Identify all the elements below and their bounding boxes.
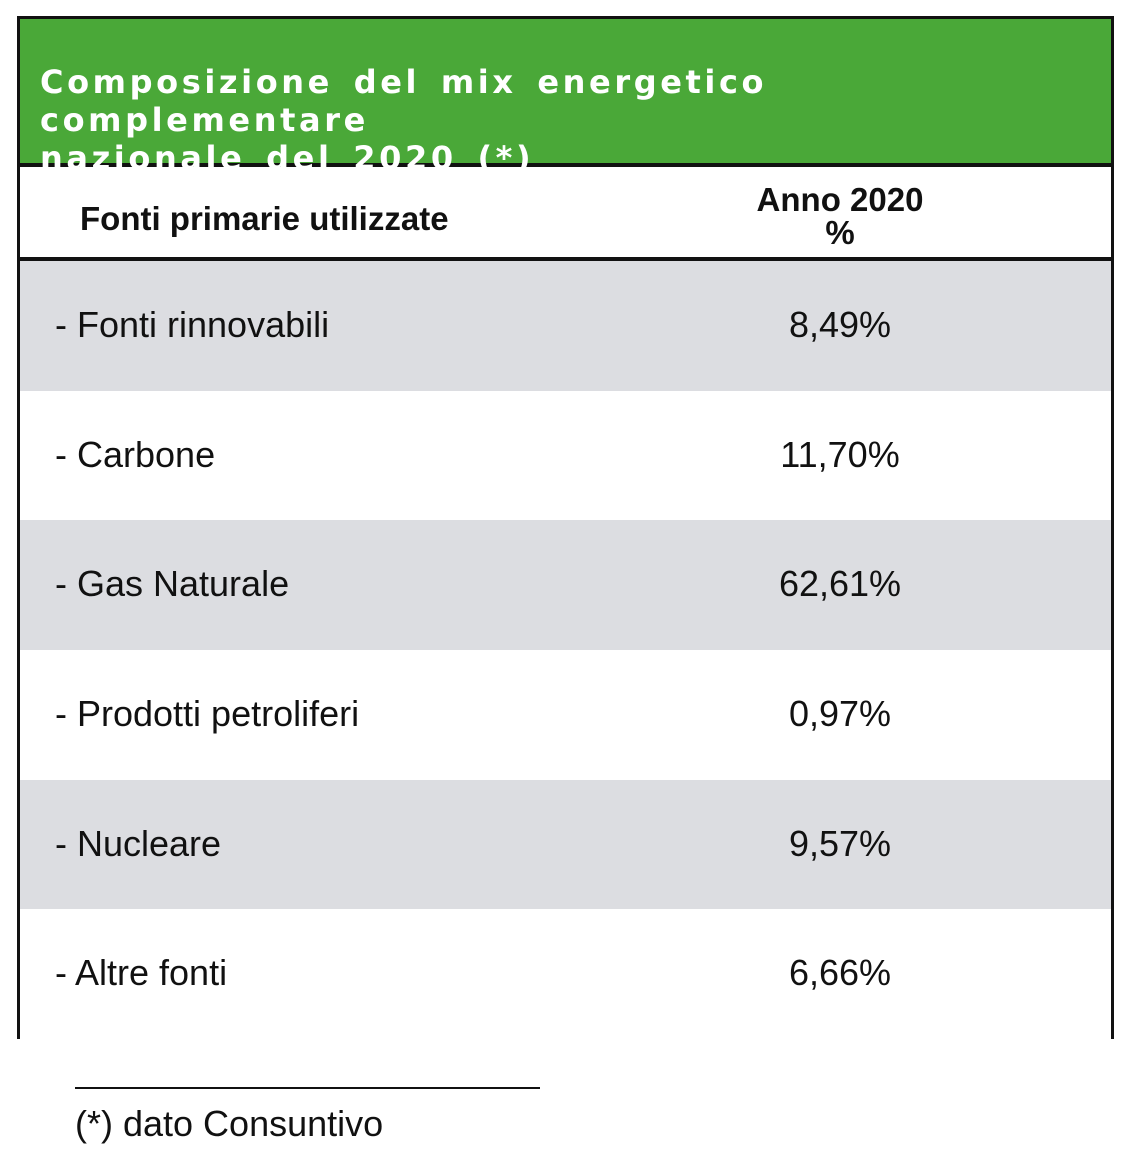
row-label: - Altre fonti [55, 952, 228, 994]
footnote: (*) dato Consuntivo [75, 1103, 384, 1144]
header-sources-label: Fonti primarie utilizzate [80, 200, 449, 237]
row-label: - Prodotti petroliferi [55, 693, 360, 735]
row-value: 6,66% [788, 952, 892, 994]
row-value: 8,49% [788, 304, 892, 345]
table-row: - Carbone 11,70% [20, 390, 1111, 521]
row-value: 9,57% [788, 822, 892, 864]
table-title-bar: Composizione del mix energetico compleme… [20, 19, 1111, 177]
table-row: - Prodotti petroliferi 0,97% [20, 650, 1111, 780]
table-body: - Fonti rinnovabili 8,49% - Carbone 11,7… [20, 261, 1111, 1040]
table-row: - Fonti rinnovabili 8,49% [20, 261, 1111, 391]
row-label: - Fonti rinnovabili [55, 304, 330, 345]
footnote-divider [75, 1087, 540, 1089]
energy-mix-table: Composizione del mix energetico compleme… [17, 16, 1114, 1040]
table-row: - Gas Naturale 62,61% [20, 520, 1111, 651]
table-title: Composizione del mix energetico compleme… [40, 63, 768, 177]
row-value: 11,70% [780, 433, 900, 475]
row-label: - Carbone [55, 433, 216, 475]
header-percent-line: % [825, 214, 855, 251]
header-year-label: Anno 2020 % [730, 183, 950, 249]
row-label: - Gas Naturale [55, 563, 290, 605]
row-value: 62,61% [778, 563, 902, 605]
row-label: - Nucleare [55, 822, 222, 864]
table-header-row: Fonti primarie utilizzate Anno 2020 % [20, 167, 1111, 261]
header-year-line: Anno 2020 [756, 181, 924, 218]
table-row: - Altre fonti 6,66% [20, 909, 1111, 1040]
table-row: - Nucleare 9,57% [20, 779, 1111, 910]
row-value: 0,97% [788, 693, 892, 735]
